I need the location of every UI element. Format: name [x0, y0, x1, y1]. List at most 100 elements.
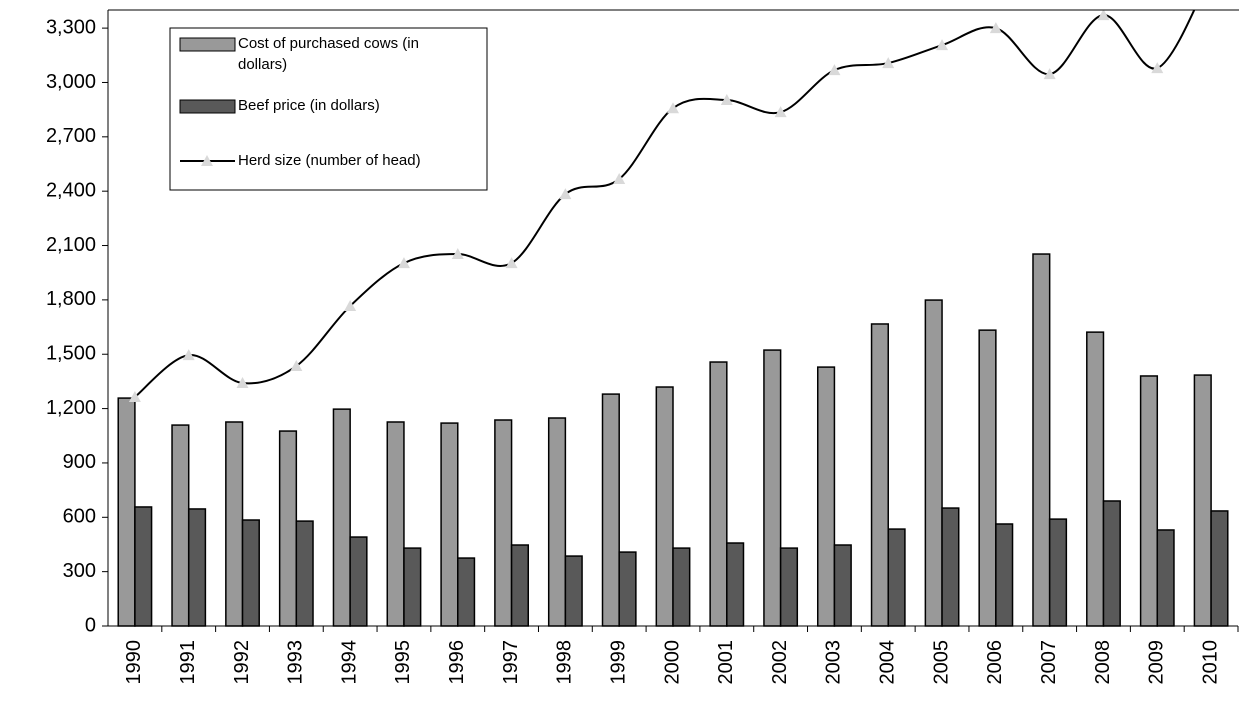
bar [726, 542, 745, 627]
bar [1139, 375, 1159, 627]
marker [882, 57, 895, 69]
x-tick-label: 1997 [500, 640, 522, 685]
bar [187, 508, 207, 627]
bar [709, 361, 728, 627]
plot-area [117, 10, 1229, 627]
bar [924, 299, 943, 627]
bar [870, 323, 889, 627]
x-tick-label: 1996 [446, 640, 468, 685]
bar [941, 507, 960, 627]
bar [1102, 500, 1121, 627]
bar [1086, 331, 1105, 627]
marker [667, 102, 679, 114]
legend: Cost of purchased cows (in dollars) Beef p… [169, 27, 488, 191]
bar [833, 544, 852, 627]
bar [887, 528, 906, 627]
bar [134, 506, 153, 627]
marker [451, 248, 464, 260]
bar [978, 329, 997, 627]
marker [344, 300, 357, 312]
x-tick-label: 1999 [607, 640, 629, 685]
x-tick-label: 2000 [661, 640, 683, 685]
y-tick-label: 1,200 [46, 397, 96, 419]
marker [828, 64, 841, 76]
bar [672, 547, 691, 627]
marker [128, 390, 141, 402]
bar [117, 397, 136, 627]
x-tick-label: 1992 [231, 640, 253, 685]
x-tick-label: 2008 [1092, 640, 1114, 685]
y-tick-label: 2,700 [46, 125, 96, 147]
bar [457, 557, 476, 627]
x-tick-label: 2007 [1038, 640, 1060, 685]
legend-marker [201, 155, 213, 166]
marker [720, 94, 733, 106]
x-tick-label: 2006 [984, 640, 1006, 685]
y-tick-label: 2,400 [46, 179, 96, 201]
bar [225, 421, 244, 627]
bar [403, 547, 422, 627]
y-tick-label: 3,000 [46, 71, 96, 93]
y-tick-label: 1,800 [46, 288, 96, 310]
bar [494, 419, 513, 627]
bar [440, 422, 459, 627]
marker [613, 173, 626, 185]
bar [349, 536, 368, 627]
bar [278, 430, 298, 627]
bar [816, 366, 836, 627]
bar [601, 393, 620, 627]
y-tick-label: 1,500 [46, 343, 96, 365]
marker [774, 106, 787, 118]
x-tick-label: 1998 [554, 640, 576, 685]
legend-label: Beef price (in dollars) [238, 97, 380, 114]
marker [1043, 68, 1056, 80]
y-tick-label: 900 [63, 451, 96, 473]
marker [236, 377, 249, 389]
bar [1193, 374, 1212, 627]
bar [171, 424, 190, 627]
y-tick-label: 300 [63, 560, 96, 582]
x-tick-label: 2004 [877, 640, 899, 685]
bar [779, 547, 799, 627]
bar [995, 523, 1014, 627]
x-tick-label: 2001 [715, 640, 737, 685]
x-tick-label: 2005 [930, 640, 952, 685]
x-tick-label: 1995 [392, 640, 414, 685]
y-tick-label: 0 [85, 614, 96, 636]
bar [564, 555, 583, 627]
bar [295, 520, 314, 627]
x-tick-label: 2009 [1146, 640, 1168, 685]
bar [241, 519, 260, 627]
x-tick-label: 1990 [123, 640, 145, 685]
bar [1156, 529, 1175, 627]
marker [290, 360, 303, 372]
bar [547, 417, 567, 627]
x-tick-label: 2002 [769, 640, 791, 685]
marker [182, 349, 195, 361]
bar [655, 386, 674, 627]
bar [618, 551, 637, 627]
legend-label: Cost of purchased cows (in dollars) [238, 35, 419, 73]
marker [989, 22, 1002, 34]
legend-swatch [179, 99, 236, 114]
bar [1048, 518, 1068, 627]
bar [332, 408, 351, 627]
x-tick-label: 1994 [338, 640, 360, 685]
x-tick-label: 1991 [177, 640, 199, 685]
bar [763, 349, 782, 627]
x-tick-label: 2003 [823, 640, 845, 685]
marker [559, 188, 572, 200]
bar [510, 544, 530, 627]
x-tick-label: 1993 [285, 640, 307, 685]
marker [397, 257, 410, 269]
bar [1210, 510, 1229, 627]
y-tick-label: 3,300 [46, 16, 96, 38]
x-tick-label: 2010 [1199, 640, 1221, 685]
legend-label: Herd size (number of head) [238, 152, 421, 169]
y-tick-label: 2,100 [46, 234, 96, 256]
bar [386, 421, 405, 627]
bar [1032, 253, 1051, 627]
y-tick-label: 600 [63, 506, 96, 528]
marker [936, 39, 949, 51]
